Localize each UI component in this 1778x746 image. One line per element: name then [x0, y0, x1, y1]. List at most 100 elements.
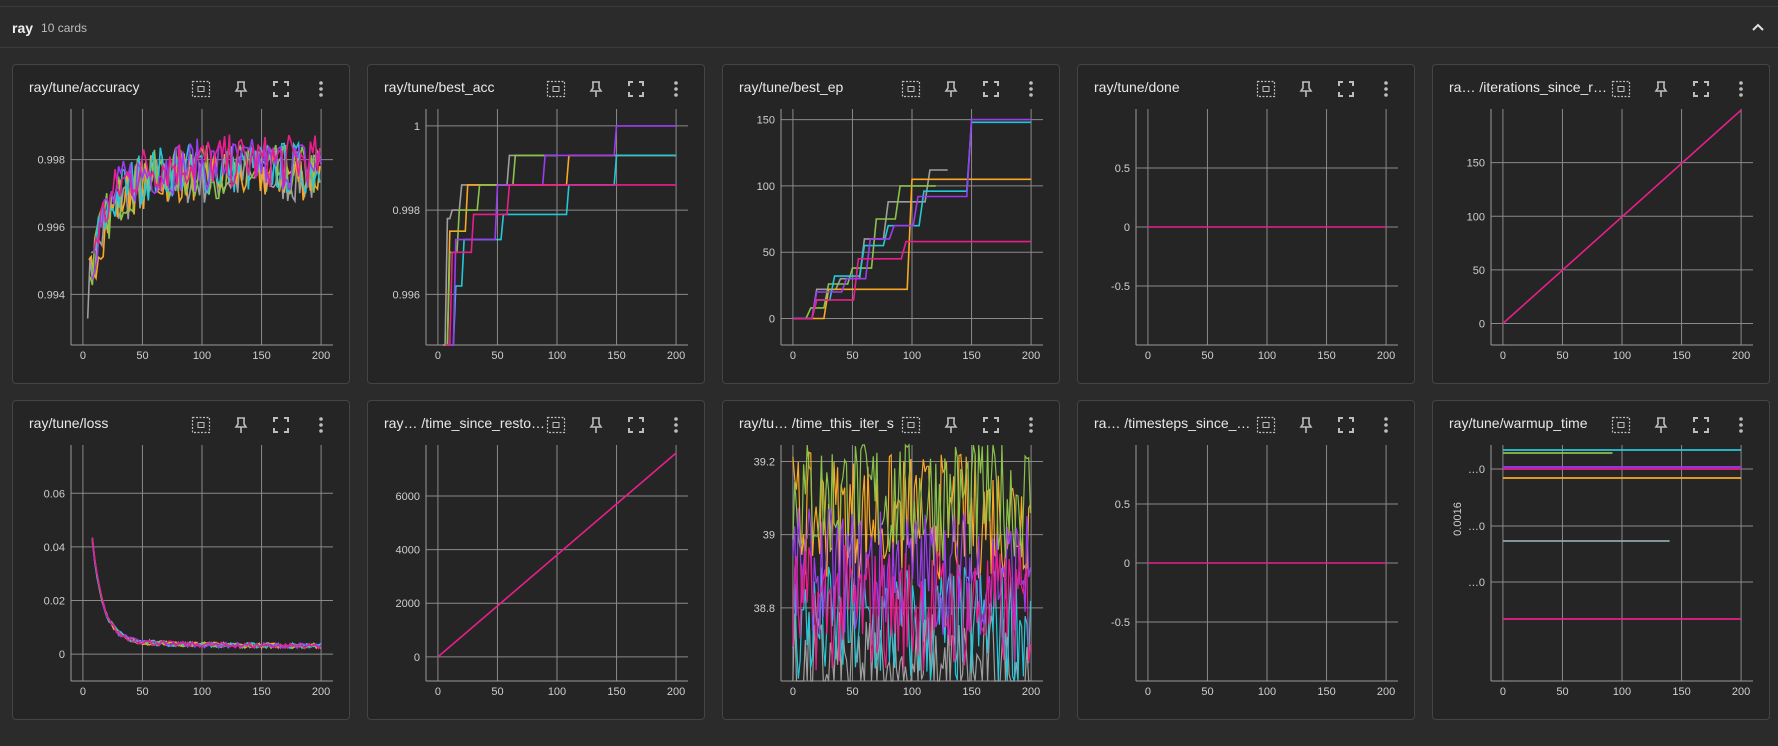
- x-tick-label: 200: [667, 686, 685, 698]
- chart-plot[interactable]: 0 50 100 150 200 38.8 39 39.2: [723, 441, 1059, 719]
- x-tick-label: 150: [962, 350, 980, 362]
- fit-domain-icon[interactable]: [1601, 413, 1641, 437]
- series-shadow: [91, 542, 322, 650]
- x-tick-label: 0: [790, 686, 796, 698]
- chart-plot[interactable]: 0 50 100 150 200 0.996 0.998 1: [368, 105, 704, 383]
- fullscreen-icon[interactable]: [616, 77, 656, 101]
- fullscreen-icon[interactable]: [1326, 413, 1366, 437]
- series-shadow: [91, 539, 322, 649]
- card-title: ray/tune/loss: [29, 415, 109, 431]
- chart-card: ray/tune/warmup_time 0 50 100 150 200 …0 …0 …0 0.…: [1432, 400, 1770, 720]
- more-vert-icon[interactable]: [656, 77, 696, 101]
- y-tick-label: 0.998: [37, 155, 65, 167]
- fullscreen-icon[interactable]: [1326, 77, 1366, 101]
- more-vert-icon[interactable]: [656, 413, 696, 437]
- fullscreen-icon[interactable]: [1681, 77, 1721, 101]
- y-tick-label: 0.998: [392, 205, 420, 217]
- chart-plot[interactable]: 0 50 100 150 200 0 0.02 0.04 0.06: [13, 441, 349, 719]
- y-tick-label: 150: [1467, 158, 1485, 170]
- card-title: ra… /iterations_since_r…: [1449, 79, 1607, 95]
- y-tick-label: …0: [1468, 521, 1485, 533]
- y-tick-label: 1: [414, 121, 420, 133]
- fit-domain-icon[interactable]: [891, 77, 931, 101]
- series-line: [792, 545, 1032, 671]
- pin-icon[interactable]: [1286, 413, 1326, 437]
- chart-plot[interactable]: 0 50 100 150 200 0 2000 4000 6000: [368, 441, 704, 719]
- chart-svg: 0 50 100 150 200 0 0.02 0.04 0.06: [44, 445, 333, 698]
- pin-icon[interactable]: [576, 77, 616, 101]
- chart-plot[interactable]: 0 50 100 150 200 0 50 100 150: [723, 105, 1059, 383]
- fullscreen-icon[interactable]: [971, 77, 1011, 101]
- fullscreen-icon[interactable]: [616, 413, 656, 437]
- chart-plot[interactable]: 0 50 100 150 200 -0.5 0 0.5: [1078, 441, 1414, 719]
- series-shadow: [91, 542, 322, 649]
- y-tick-label: 0.06: [44, 488, 65, 500]
- pin-icon[interactable]: [1641, 77, 1681, 101]
- pin-icon[interactable]: [1641, 413, 1681, 437]
- series-line: [443, 154, 557, 346]
- fullscreen-icon[interactable]: [1681, 413, 1721, 437]
- collapse-chevron-icon[interactable]: [1748, 18, 1768, 38]
- x-tick-label: 50: [1201, 686, 1213, 698]
- chart-plot[interactable]: 0 50 100 150 200 0.994 0.996 0.998: [13, 105, 349, 383]
- more-vert-icon[interactable]: [1721, 413, 1761, 437]
- pin-icon[interactable]: [931, 413, 971, 437]
- x-tick-label: 100: [548, 686, 566, 698]
- more-vert-icon[interactable]: [301, 77, 341, 101]
- x-tick-label: 0: [1145, 350, 1151, 362]
- fit-domain-icon[interactable]: [536, 413, 576, 437]
- more-vert-icon[interactable]: [1366, 413, 1406, 437]
- fit-domain-icon[interactable]: [181, 413, 221, 437]
- group-header[interactable]: ray 10 cards: [0, 8, 1778, 48]
- x-tick-label: 200: [1022, 350, 1040, 362]
- chart-card: ra… /timesteps_since_… 0 50 100 150 200 -0.5 0 0…: [1077, 400, 1415, 720]
- chart-plot[interactable]: 0 50 100 150 200 …0 …0 …0 0.0016: [1433, 441, 1769, 719]
- pin-icon[interactable]: [931, 77, 971, 101]
- x-tick-label: 200: [667, 350, 685, 362]
- y-tick-label: 39.2: [754, 456, 775, 468]
- fit-domain-icon[interactable]: [1246, 77, 1286, 101]
- chart-svg: 0 50 100 150 200 …0 …0 …0 0.0016: [1452, 445, 1753, 698]
- fit-domain-icon[interactable]: [1246, 413, 1286, 437]
- x-tick-label: 150: [1672, 350, 1690, 362]
- y-tick-label: …0: [1468, 464, 1485, 476]
- series-line: [792, 118, 1032, 320]
- series-line: [91, 537, 322, 649]
- more-vert-icon[interactable]: [1011, 413, 1051, 437]
- y-tick-label: 0.996: [37, 222, 65, 234]
- series-shadow: [91, 539, 322, 650]
- series-line: [792, 169, 948, 320]
- x-tick-label: 150: [1317, 686, 1335, 698]
- fit-domain-icon[interactable]: [536, 77, 576, 101]
- chart-svg: 0 50 100 150 200 0 50 100 150: [757, 109, 1043, 362]
- chart-plot[interactable]: 0 50 100 150 200 0 50 100 150: [1433, 105, 1769, 383]
- more-vert-icon[interactable]: [301, 413, 341, 437]
- more-vert-icon[interactable]: [1011, 77, 1051, 101]
- x-tick-label: 200: [1732, 686, 1750, 698]
- more-vert-icon[interactable]: [1721, 77, 1761, 101]
- x-tick-label: 0: [435, 350, 441, 362]
- fit-domain-icon[interactable]: [181, 77, 221, 101]
- pin-icon[interactable]: [576, 413, 616, 437]
- fullscreen-icon[interactable]: [261, 77, 301, 101]
- fullscreen-icon[interactable]: [261, 413, 301, 437]
- card-toolbar: [1246, 77, 1406, 101]
- pin-icon[interactable]: [221, 413, 261, 437]
- chart-plot[interactable]: 0 50 100 150 200 -0.5 0 0.5: [1078, 105, 1414, 383]
- more-vert-icon[interactable]: [1366, 77, 1406, 101]
- pin-icon[interactable]: [1286, 77, 1326, 101]
- x-tick-label: 100: [1613, 686, 1631, 698]
- pin-icon[interactable]: [221, 77, 261, 101]
- fit-domain-icon[interactable]: [891, 413, 931, 437]
- fit-domain-icon[interactable]: [1601, 77, 1641, 101]
- y-tick-label: 0: [414, 652, 420, 664]
- chart-svg: 0 50 100 150 200 38.8 39 39.2: [754, 443, 1043, 698]
- x-tick-label: 100: [1613, 350, 1631, 362]
- y-tick-label: 150: [757, 115, 775, 127]
- fullscreen-icon[interactable]: [971, 413, 1011, 437]
- series-line: [91, 539, 322, 650]
- y-tick-label: -0.5: [1111, 281, 1130, 293]
- card-title: ray/tune/accuracy: [29, 79, 140, 95]
- chart-svg: 0 50 100 150 200 0.994 0.996 0.998: [37, 109, 333, 362]
- series-line: [446, 125, 677, 346]
